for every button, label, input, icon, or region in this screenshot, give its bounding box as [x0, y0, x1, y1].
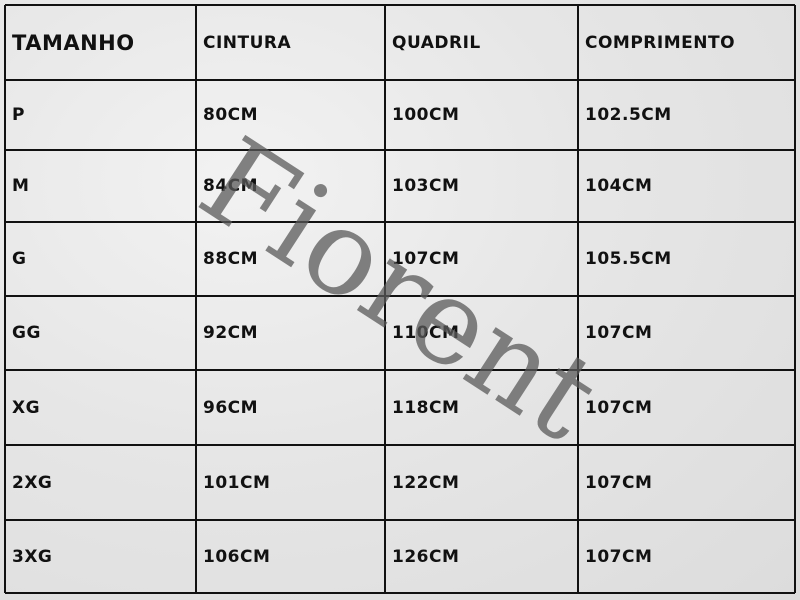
table-cell: 118CM	[392, 397, 460, 418]
table-cell: 96CM	[203, 397, 259, 418]
table-cell: 107CM	[392, 249, 460, 269]
grid-line	[794, 5, 796, 593]
table-cell: GG	[12, 323, 41, 343]
grid-line	[5, 295, 795, 297]
table-cell: 107CM	[585, 472, 653, 493]
table-cell: 107CM	[585, 323, 653, 343]
table-cell: 80CM	[203, 105, 259, 125]
header-cell: QUADRIL	[392, 32, 481, 53]
table-cell: M	[12, 176, 30, 196]
table-cell: 84CM	[203, 176, 259, 196]
grid-line	[577, 5, 579, 593]
table-cell: 101CM	[203, 472, 271, 493]
grid-line	[5, 444, 795, 446]
grid-line	[5, 369, 795, 371]
grid-line	[5, 592, 795, 594]
table-cell: 92CM	[203, 323, 259, 343]
table-cell: 104CM	[585, 176, 653, 196]
table-cell: 107CM	[585, 546, 653, 567]
grid-line	[5, 149, 795, 151]
table-cell: 103CM	[392, 176, 460, 196]
table-cell: 110CM	[392, 323, 460, 343]
grid-line	[5, 221, 795, 223]
table-cell: 106CM	[203, 546, 271, 567]
table-cell: 105.5CM	[585, 249, 672, 269]
table-cell: 107CM	[585, 397, 653, 418]
grid-line	[5, 519, 795, 521]
grid-line	[5, 79, 795, 81]
table-cell: 126CM	[392, 546, 460, 567]
table-cell: 88CM	[203, 249, 259, 269]
header-cell: COMPRIMENTO	[585, 32, 736, 53]
grid-line	[384, 5, 386, 593]
header-cell: CINTURA	[203, 32, 292, 53]
table-cell: 100CM	[392, 105, 460, 125]
grid-line	[5, 4, 795, 6]
table-cell: XG	[12, 397, 41, 418]
table-cell: G	[12, 249, 27, 269]
table-cell: 102.5CM	[585, 105, 672, 125]
grid-line	[4, 5, 6, 593]
header-cell: TAMANHO	[12, 30, 135, 55]
table-cell: 3XG	[12, 546, 53, 567]
table-cell: 122CM	[392, 472, 460, 493]
table-cell: 2XG	[12, 472, 53, 493]
table-cell: P	[12, 105, 25, 125]
grid-line	[195, 5, 197, 593]
